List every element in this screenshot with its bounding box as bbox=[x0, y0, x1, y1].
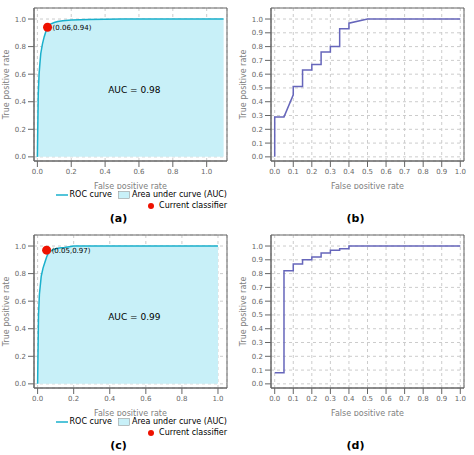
svg-text:0.0: 0.0 bbox=[252, 380, 263, 388]
svg-text:0.6: 0.6 bbox=[252, 298, 264, 306]
svg-text:False positive rate: False positive rate bbox=[94, 182, 167, 189]
svg-text:0.3: 0.3 bbox=[252, 339, 263, 347]
svg-text:1.0: 1.0 bbox=[15, 16, 26, 24]
svg-text:(0.06,0.94): (0.06,0.94) bbox=[53, 24, 92, 32]
svg-text:True positive rate: True positive rate bbox=[8, 50, 11, 121]
svg-text:0.3: 0.3 bbox=[325, 395, 336, 403]
svg-text:0.9: 0.9 bbox=[252, 256, 263, 264]
svg-text:0.5: 0.5 bbox=[252, 84, 263, 92]
html-text:(a): (a) bbox=[109, 212, 128, 225]
svg-text:0.4: 0.4 bbox=[343, 168, 355, 176]
svg-text:0.2: 0.2 bbox=[252, 353, 263, 361]
svg-text:1.0: 1.0 bbox=[201, 168, 212, 176]
svg-text:0.8: 0.8 bbox=[15, 43, 26, 51]
svg-text:0.0: 0.0 bbox=[32, 168, 43, 176]
svg-text:0.0: 0.0 bbox=[269, 395, 280, 403]
svg-text:0.4: 0.4 bbox=[252, 98, 264, 106]
svg-text:1.0: 1.0 bbox=[252, 16, 263, 24]
svg-text:0.8: 0.8 bbox=[418, 395, 429, 403]
svg-text:0.2: 0.2 bbox=[306, 395, 317, 403]
svg-text:0.2: 0.2 bbox=[68, 395, 79, 403]
svg-text:0.9: 0.9 bbox=[252, 29, 263, 37]
html-text:(d): (d) bbox=[346, 439, 365, 452]
html-text:AUC = 0.99: AUC = 0.99 bbox=[108, 311, 161, 322]
svg-text:0.8: 0.8 bbox=[252, 43, 263, 51]
svg-text:0.0: 0.0 bbox=[32, 395, 43, 403]
svg-text:0.9: 0.9 bbox=[436, 168, 447, 176]
svg-text:0.4: 0.4 bbox=[15, 98, 27, 106]
svg-text:0.8: 0.8 bbox=[176, 395, 187, 403]
svg-text:False positive rate: False positive rate bbox=[331, 409, 404, 416]
svg-text:0.1: 0.1 bbox=[288, 395, 299, 403]
svg-text:0.1: 0.1 bbox=[288, 168, 299, 176]
html-text:AUC = 0.98: AUC = 0.98 bbox=[108, 84, 161, 95]
svg-text:0.4: 0.4 bbox=[100, 168, 112, 176]
svg-text:0.6: 0.6 bbox=[15, 71, 27, 79]
svg-text:0.8: 0.8 bbox=[167, 168, 178, 176]
html-text:Area under curve (AUC): Area under curve (AUC) bbox=[132, 189, 227, 199]
svg-text:0.6: 0.6 bbox=[252, 71, 264, 79]
svg-text:0.2: 0.2 bbox=[15, 126, 26, 134]
svg-text:1.0: 1.0 bbox=[212, 395, 223, 403]
svg-text:0.2: 0.2 bbox=[66, 168, 77, 176]
svg-text:0.0: 0.0 bbox=[15, 380, 26, 388]
html-text:(b): (b) bbox=[346, 212, 365, 225]
html-text:ROC curve: ROC curve bbox=[69, 416, 112, 426]
svg-text:0.2: 0.2 bbox=[306, 168, 317, 176]
svg-text:0.7: 0.7 bbox=[252, 57, 263, 65]
svg-text:0.6: 0.6 bbox=[133, 168, 145, 176]
svg-text:0.1: 0.1 bbox=[252, 140, 263, 148]
svg-text:0.0: 0.0 bbox=[15, 153, 26, 161]
svg-text:0.4: 0.4 bbox=[15, 325, 27, 333]
svg-text:0.6: 0.6 bbox=[15, 298, 27, 306]
svg-text:0.9: 0.9 bbox=[436, 395, 447, 403]
svg-text:0.4: 0.4 bbox=[343, 395, 355, 403]
svg-text:0.5: 0.5 bbox=[252, 311, 263, 319]
html-text:Current classifier: Current classifier bbox=[159, 200, 227, 210]
svg-text:0.1: 0.1 bbox=[252, 367, 263, 375]
svg-text:1.0: 1.0 bbox=[455, 168, 466, 176]
svg-text:True positive rate: True positive rate bbox=[239, 50, 248, 121]
svg-text:0.3: 0.3 bbox=[252, 112, 263, 120]
html-text:(c): (c) bbox=[110, 439, 127, 452]
svg-text:0.4: 0.4 bbox=[104, 395, 116, 403]
svg-text:0.8: 0.8 bbox=[418, 168, 429, 176]
svg-text:0.6: 0.6 bbox=[380, 395, 392, 403]
svg-text:0.6: 0.6 bbox=[380, 168, 392, 176]
svg-text:True positive rate: True positive rate bbox=[8, 277, 11, 348]
svg-text:0.8: 0.8 bbox=[15, 270, 26, 278]
svg-text:1.0: 1.0 bbox=[252, 243, 263, 251]
svg-text:0.2: 0.2 bbox=[15, 353, 26, 361]
svg-text:0.3: 0.3 bbox=[325, 168, 336, 176]
svg-text:0.5: 0.5 bbox=[362, 395, 373, 403]
html-text:Current classifier: Current classifier bbox=[159, 427, 227, 437]
svg-text:0.0: 0.0 bbox=[252, 153, 263, 161]
html-text:Area under curve (AUC): Area under curve (AUC) bbox=[132, 416, 227, 426]
svg-text:0.2: 0.2 bbox=[252, 126, 263, 134]
svg-text:0.4: 0.4 bbox=[252, 325, 264, 333]
svg-text:False positive rate: False positive rate bbox=[94, 409, 167, 416]
svg-text:True positive rate: True positive rate bbox=[239, 277, 248, 348]
svg-text:1.0: 1.0 bbox=[455, 395, 466, 403]
svg-text:0.6: 0.6 bbox=[140, 395, 152, 403]
svg-text:False positive rate: False positive rate bbox=[331, 182, 404, 189]
svg-text:0.5: 0.5 bbox=[362, 168, 373, 176]
svg-text:0.8: 0.8 bbox=[252, 270, 263, 278]
svg-text:0.7: 0.7 bbox=[399, 395, 410, 403]
svg-text:1.0: 1.0 bbox=[15, 243, 26, 251]
html-text:ROC curve: ROC curve bbox=[69, 189, 112, 199]
svg-text:0.7: 0.7 bbox=[399, 168, 410, 176]
svg-text:0.0: 0.0 bbox=[269, 168, 280, 176]
svg-text:(0.05,0.97): (0.05,0.97) bbox=[52, 247, 91, 255]
svg-text:0.7: 0.7 bbox=[252, 284, 263, 292]
